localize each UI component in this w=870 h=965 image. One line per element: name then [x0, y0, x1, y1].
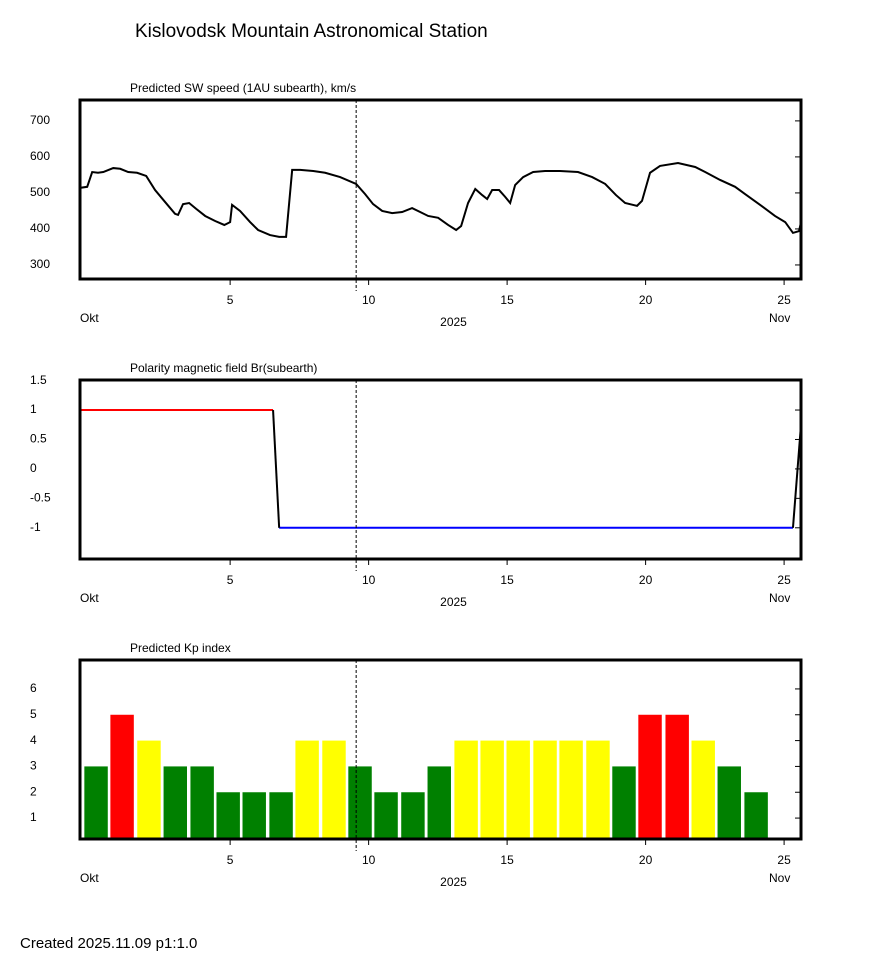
bar — [322, 740, 346, 839]
bar — [480, 740, 504, 839]
bar — [665, 714, 689, 839]
bar — [586, 740, 610, 839]
y-tick-label: 2 — [30, 784, 37, 798]
bar — [454, 740, 478, 839]
x-start-label: Okt — [80, 871, 99, 885]
x-end-label: Nov — [769, 591, 790, 605]
bar — [242, 792, 266, 839]
plot-frame — [78, 658, 803, 841]
x-tick-label: 20 — [639, 573, 653, 587]
footer: Created 2025.11.09 p1:1.0 — [20, 935, 197, 952]
x-year-label: 2025 — [440, 875, 467, 889]
y-tick-label: 1 — [30, 402, 37, 416]
bar — [84, 766, 108, 839]
y-tick-label: 700 — [30, 113, 50, 127]
y-tick-label: -0.5 — [30, 491, 51, 505]
line — [272, 409, 281, 528]
bar — [717, 766, 741, 839]
y-tick-label: -1 — [30, 520, 41, 534]
bar — [137, 740, 161, 839]
bar — [533, 740, 557, 839]
y-tick-label: 6 — [30, 681, 37, 695]
x-year-label: 2025 — [440, 595, 467, 609]
bar — [374, 792, 398, 839]
plot-frame — [78, 98, 803, 281]
x-tick-label: 10 — [362, 853, 376, 867]
y-tick-label: 0 — [30, 461, 37, 475]
bar — [638, 714, 662, 839]
bar — [216, 792, 240, 839]
bar — [110, 714, 134, 839]
bar — [295, 740, 319, 839]
x-end-label: Nov — [769, 871, 790, 885]
bar — [506, 740, 530, 839]
page-title: Kislovodsk Mountain Astronomical Station — [135, 21, 488, 42]
y-tick-label: 0.5 — [30, 432, 47, 446]
bar — [427, 766, 451, 839]
plot-frame — [78, 378, 803, 561]
y-tick-label: 5 — [30, 707, 37, 721]
x-tick-label: 20 — [639, 853, 653, 867]
bar — [190, 766, 214, 839]
panel-title: Predicted SW speed (1AU subearth), km/s — [130, 81, 356, 95]
x-end-label: Nov — [769, 311, 790, 325]
y-tick-label: 600 — [30, 149, 50, 163]
x-start-label: Okt — [80, 591, 99, 605]
x-tick-label: 10 — [362, 573, 376, 587]
x-tick-label: 15 — [500, 293, 514, 307]
x-year-label: 2025 — [440, 315, 467, 329]
y-tick-label: 400 — [30, 221, 50, 235]
x-tick-label: 25 — [777, 293, 791, 307]
panel-title: Polarity magnetic field Br(subearth) — [130, 361, 317, 375]
y-tick-label: 3 — [30, 759, 37, 773]
bar — [612, 766, 636, 839]
y-tick-label: 4 — [30, 733, 37, 747]
y-tick-label: 500 — [30, 185, 50, 199]
x-tick-label: 10 — [362, 293, 376, 307]
line — [79, 162, 802, 238]
bar — [401, 792, 425, 839]
bar — [559, 740, 583, 839]
y-tick-label: 1 — [30, 810, 37, 824]
x-tick-label: 15 — [500, 853, 514, 867]
y-tick-label: 300 — [30, 257, 50, 271]
x-tick-label: 5 — [227, 853, 234, 867]
y-tick-label: 1.5 — [30, 373, 47, 387]
x-tick-label: 20 — [639, 293, 653, 307]
bar — [691, 740, 715, 839]
x-tick-label: 5 — [227, 293, 234, 307]
bar — [348, 766, 372, 839]
x-tick-label: 25 — [777, 853, 791, 867]
bar — [163, 766, 188, 839]
x-tick-label: 15 — [500, 573, 514, 587]
x-start-label: Okt — [80, 311, 99, 325]
x-tick-label: 5 — [227, 573, 234, 587]
x-tick-label: 25 — [777, 573, 791, 587]
bar — [269, 792, 293, 839]
bar — [744, 792, 768, 839]
panel-title: Predicted Kp index — [130, 641, 231, 655]
